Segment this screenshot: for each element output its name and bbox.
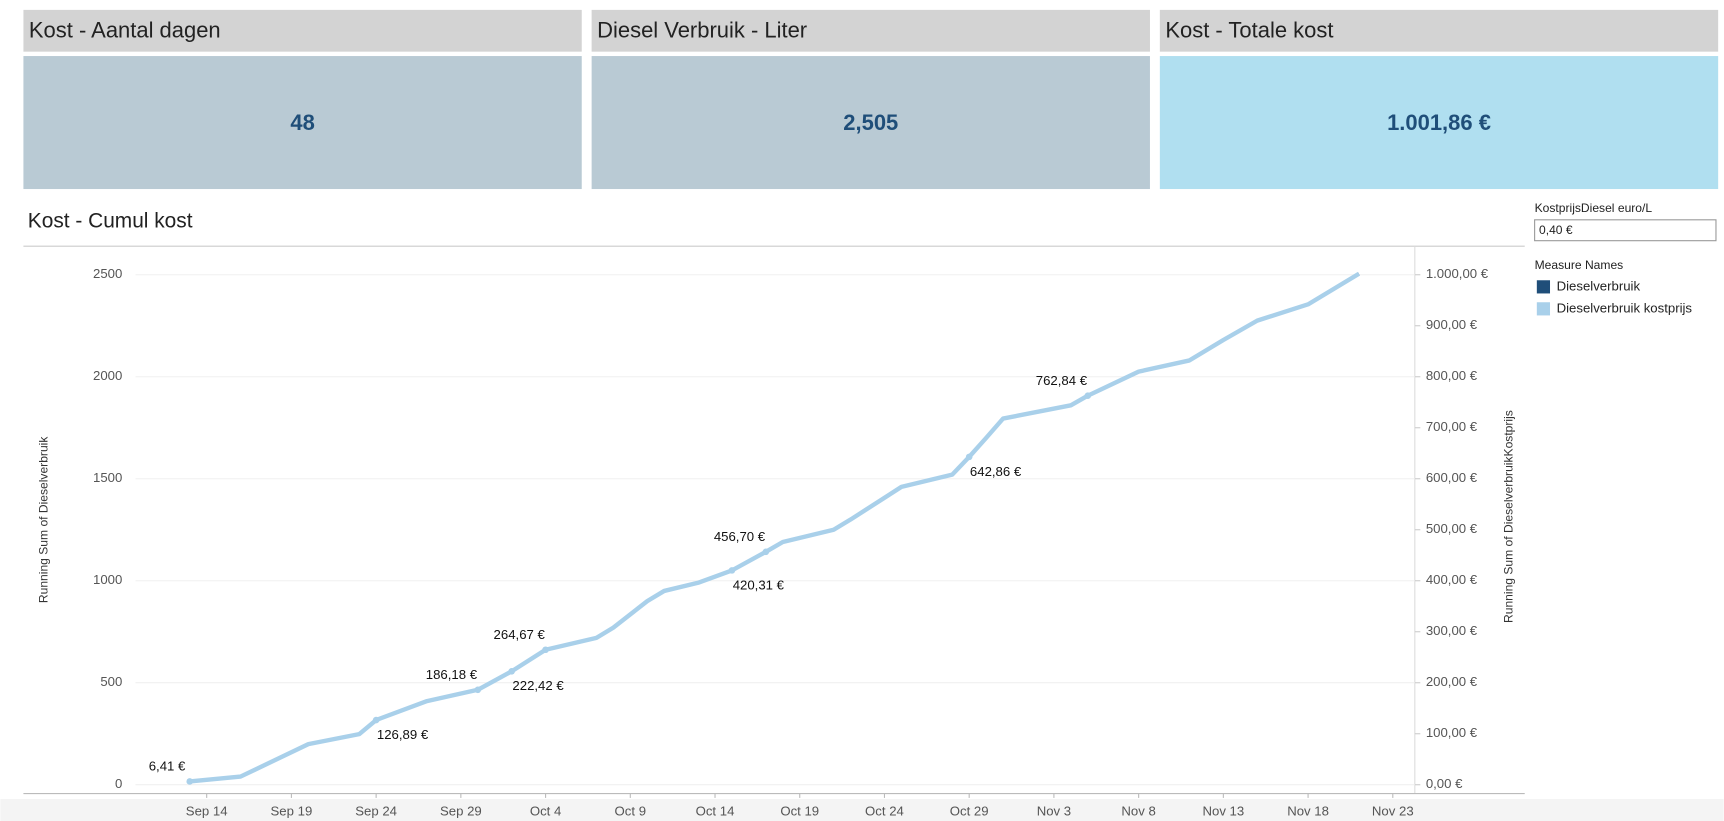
point [372, 716, 380, 724]
y2-tick-label: 800,00 € [1426, 368, 1478, 383]
x-tick-label: Nov 18 [1287, 804, 1329, 819]
point [542, 646, 549, 654]
parameter-value[interactable]: 0,40 € [1539, 223, 1573, 237]
kpi-header [591, 9, 1150, 52]
kpi-title: Kost - Totale kost [1165, 18, 1333, 43]
series-line [189, 272, 1360, 784]
y2-tick-label: 900,00 € [1426, 317, 1478, 332]
x-tick-label: Sep 14 [186, 804, 228, 819]
kpi-value: 1.001,86 € [1387, 110, 1491, 135]
y-tick-label: 2000 [93, 368, 122, 383]
kpi-header [23, 9, 582, 52]
x-tick-label: Oct 19 [780, 804, 819, 819]
y2-tick-label: 400,00 € [1426, 572, 1478, 587]
x-tick-label: Oct 14 [696, 804, 735, 819]
y2-tick-label: 600,00 € [1426, 470, 1478, 485]
chart-title: Kost - Cumul kost [28, 210, 193, 233]
data-label: 762,84 € [1036, 373, 1088, 388]
x-tick-label: Sep 29 [440, 804, 482, 819]
y2-tick-label: 700,00 € [1426, 419, 1478, 434]
point [508, 668, 515, 675]
series-line [189, 271, 1361, 784]
kpi-value: 2,505 [843, 110, 898, 135]
x-tick-label: Oct 24 [865, 804, 904, 819]
data-label: 186,18 € [426, 667, 478, 682]
y2-tick-label: 200,00 € [1426, 674, 1478, 689]
data-label: 642,86 € [970, 464, 1022, 479]
y-tick-label: 1000 [93, 572, 122, 587]
legend-title: Measure Names [1535, 258, 1624, 272]
x-tick-label: Oct 9 [615, 804, 646, 819]
x-tick-label: Nov 3 [1037, 804, 1071, 819]
y2-tick-label: 100,00 € [1426, 725, 1478, 740]
legend-swatch [1536, 280, 1551, 294]
y2-tick-label: 0,00 € [1426, 776, 1463, 791]
parameter-label: KostprijsDiesel euro/L [1535, 201, 1653, 215]
data-label: 222,42 € [512, 678, 564, 693]
kpi-value: 48 [290, 110, 314, 135]
x-tick-label: Sep 19 [271, 804, 313, 819]
parameter-input[interactable] [1534, 219, 1717, 242]
kpi-header [1159, 9, 1719, 52]
y2-tick-label: 500,00 € [1426, 521, 1478, 536]
point [762, 548, 770, 556]
y2-tick-label: 300,00 € [1426, 623, 1478, 638]
kpi-title: Kost - Aantal dagen [29, 18, 221, 43]
x-tick-label: Nov 13 [1202, 804, 1244, 819]
data-label: 456,70 € [714, 529, 766, 544]
data-label: 420,31 € [733, 577, 785, 592]
kpi-tile [1159, 56, 1719, 190]
point [965, 453, 973, 461]
axis-strip [0, 799, 1724, 821]
kpi-tile [23, 56, 582, 190]
kpi-title: Diesel Verbruik - Liter [597, 18, 807, 43]
legend-label: Dieselverbruik kostprijs [1557, 300, 1693, 315]
point [1084, 392, 1092, 399]
x-tick-label: Nov 8 [1121, 804, 1155, 819]
data-label: 126,89 € [377, 727, 429, 742]
x-tick-label: Nov 23 [1372, 804, 1414, 819]
y-tick-label: 2500 [93, 266, 122, 281]
y-tick-label: 1500 [93, 470, 122, 485]
x-tick-label: Sep 24 [355, 804, 397, 819]
y-tick-label: 500 [100, 674, 122, 689]
point [728, 567, 736, 574]
kpi-tile [591, 56, 1150, 190]
data-label: 264,67 € [494, 627, 546, 642]
point [186, 778, 194, 785]
y2-tick-label: 1.000,00 € [1426, 266, 1489, 281]
x-tick-label: Oct 29 [950, 804, 989, 819]
data-label: 6,41 € [149, 759, 186, 774]
point [474, 686, 482, 694]
y-axis-label: Running Sum of Dieselverbruik [36, 436, 50, 603]
y-tick-label: 0 [115, 776, 122, 791]
legend-swatch [1536, 302, 1551, 316]
y2-axis-label: Running Sum of DieselverbruikKostprijs [1502, 410, 1516, 623]
x-tick-label: Oct 4 [530, 804, 561, 819]
legend-label: Dieselverbruik [1557, 278, 1641, 293]
